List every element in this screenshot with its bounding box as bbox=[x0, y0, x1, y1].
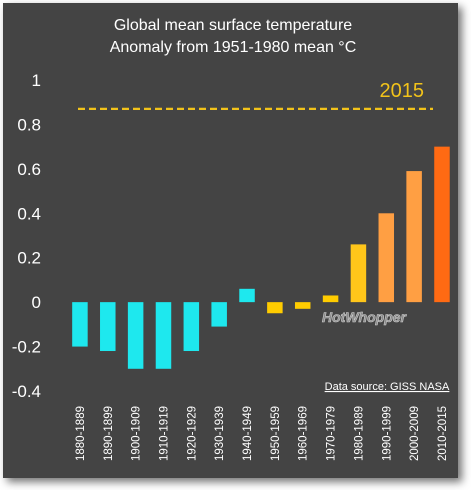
y-tick-label: 1 bbox=[32, 71, 41, 90]
chart-title: Global mean surface temperature bbox=[114, 17, 352, 34]
bar-1980-1989 bbox=[350, 244, 367, 303]
y-tick-label: 0.8 bbox=[17, 115, 41, 134]
x-tick-label: 1950-1959 bbox=[270, 406, 282, 461]
x-tick-label: 1990-1999 bbox=[381, 406, 393, 461]
y-axis: 1 0.8 0.6 0.4 0.2 0 -0.2 -0.4 bbox=[12, 71, 41, 401]
y-tick-label: 0.2 bbox=[17, 249, 41, 268]
bar-1990-1999 bbox=[378, 213, 395, 303]
reference-line-group: 2015 bbox=[78, 80, 433, 110]
bar-1880-1889 bbox=[72, 302, 88, 347]
watermark: HotWhopper bbox=[322, 309, 408, 325]
x-tick-label: 2010-2015 bbox=[437, 406, 449, 461]
reference-line-label: 2015 bbox=[380, 80, 425, 102]
bar-1950-1959 bbox=[267, 302, 283, 314]
x-tick-label: 1960-1969 bbox=[298, 406, 310, 461]
y-tick-label: 0.6 bbox=[17, 160, 41, 179]
bar-1970-1979 bbox=[322, 295, 339, 303]
y-tick-label: 0 bbox=[32, 293, 41, 312]
x-tick-label: 1970-1979 bbox=[326, 406, 338, 461]
bar-2010-2015 bbox=[434, 146, 450, 303]
y-tick-label: 0.4 bbox=[17, 204, 41, 223]
y-tick-label: -0.2 bbox=[12, 338, 41, 357]
x-tick-label: 1940-1949 bbox=[242, 406, 254, 461]
x-tick-label: 1980-1989 bbox=[353, 406, 365, 461]
x-tick-label: 1930-1939 bbox=[214, 406, 226, 461]
x-axis: 1880-1889 1890-1899 1900-1909 1910-1919 1920… bbox=[75, 406, 449, 461]
y-tick-label: -0.4 bbox=[12, 382, 41, 401]
data-source-note: Data source: GISS NASA bbox=[325, 381, 450, 393]
bar-1910-1919 bbox=[155, 302, 172, 369]
bar-2000-2009 bbox=[406, 171, 422, 303]
temperature-anomaly-chart: Global mean surface temperature Anomaly … bbox=[12, 17, 450, 461]
bar-series bbox=[72, 146, 450, 369]
bar-1920-1929 bbox=[183, 302, 200, 352]
x-tick-label: 1900-1909 bbox=[131, 406, 143, 461]
bar-1930-1939 bbox=[211, 302, 227, 327]
x-tick-label: 1890-1899 bbox=[103, 406, 115, 461]
chart-frame: Global mean surface temperature Anomaly … bbox=[3, 3, 458, 478]
x-tick-label: 2000-2009 bbox=[409, 406, 421, 461]
bar-1900-1909 bbox=[127, 302, 144, 369]
chart-subtitle: Anomaly from 1951-1980 mean °C bbox=[110, 39, 357, 56]
bar-1890-1899 bbox=[100, 302, 116, 352]
x-tick-label: 1910-1919 bbox=[158, 406, 170, 461]
bar-1940-1949 bbox=[239, 288, 255, 303]
x-tick-label: 1920-1929 bbox=[186, 406, 198, 461]
x-tick-label: 1880-1889 bbox=[75, 406, 87, 461]
bar-1960-1969 bbox=[294, 302, 311, 309]
